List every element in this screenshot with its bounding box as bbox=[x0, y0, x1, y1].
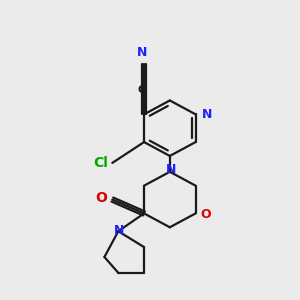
Text: Cl: Cl bbox=[94, 156, 108, 170]
Text: N: N bbox=[114, 224, 124, 237]
Text: O: O bbox=[200, 208, 211, 221]
Text: N: N bbox=[166, 163, 176, 176]
Text: N: N bbox=[137, 46, 147, 59]
Text: C: C bbox=[137, 85, 145, 94]
Text: N: N bbox=[202, 108, 212, 121]
Text: O: O bbox=[95, 190, 107, 205]
